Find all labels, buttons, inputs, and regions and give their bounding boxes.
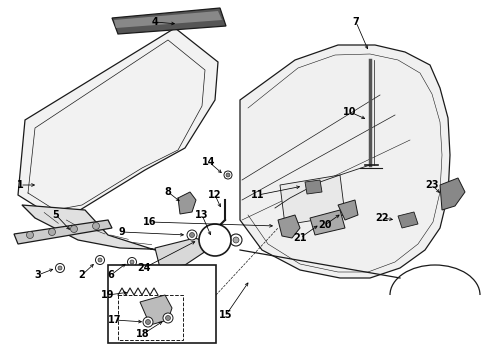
Circle shape <box>26 231 34 239</box>
Circle shape <box>212 230 227 246</box>
Polygon shape <box>22 205 175 250</box>
Text: 20: 20 <box>318 220 331 230</box>
Polygon shape <box>155 238 215 268</box>
Circle shape <box>232 237 239 243</box>
Text: 8: 8 <box>164 187 171 197</box>
Polygon shape <box>112 8 225 34</box>
Polygon shape <box>114 11 222 28</box>
Text: 1: 1 <box>17 180 23 190</box>
Circle shape <box>130 260 134 264</box>
Polygon shape <box>278 215 299 238</box>
Text: 23: 23 <box>425 180 438 190</box>
Text: 17: 17 <box>108 315 122 325</box>
Polygon shape <box>178 192 196 214</box>
Circle shape <box>165 315 170 320</box>
Polygon shape <box>337 200 357 220</box>
Polygon shape <box>305 180 321 194</box>
Text: 21: 21 <box>293 233 306 243</box>
Polygon shape <box>280 175 345 225</box>
Circle shape <box>163 313 173 323</box>
Text: 2: 2 <box>79 270 85 280</box>
Polygon shape <box>309 210 345 235</box>
Text: 9: 9 <box>119 227 125 237</box>
Text: 12: 12 <box>208 190 221 200</box>
Text: 16: 16 <box>143 217 157 227</box>
Text: 18: 18 <box>136 329 149 339</box>
Text: 22: 22 <box>374 213 388 223</box>
Circle shape <box>58 266 62 270</box>
Bar <box>118 295 183 340</box>
Circle shape <box>92 222 99 230</box>
Text: 3: 3 <box>35 270 41 280</box>
Text: 13: 13 <box>195 210 208 220</box>
Text: 7: 7 <box>352 17 359 27</box>
Circle shape <box>95 256 104 265</box>
Bar <box>108 265 216 343</box>
Text: 10: 10 <box>343 107 356 117</box>
Circle shape <box>186 230 197 240</box>
Polygon shape <box>140 295 172 325</box>
Polygon shape <box>240 45 449 278</box>
Circle shape <box>199 224 230 256</box>
Text: 4: 4 <box>151 17 158 27</box>
Polygon shape <box>397 212 417 228</box>
Circle shape <box>216 234 224 242</box>
Text: 15: 15 <box>219 310 232 320</box>
Circle shape <box>145 320 150 324</box>
Circle shape <box>189 233 194 238</box>
Circle shape <box>55 264 64 273</box>
Text: 24: 24 <box>137 263 150 273</box>
Text: 5: 5 <box>53 210 59 220</box>
Text: 19: 19 <box>101 290 115 300</box>
Circle shape <box>127 257 136 266</box>
Bar <box>362 52 380 64</box>
Circle shape <box>142 317 153 327</box>
Circle shape <box>224 171 231 179</box>
Circle shape <box>70 225 77 233</box>
Text: 14: 14 <box>202 157 215 167</box>
Circle shape <box>225 173 229 177</box>
Circle shape <box>48 229 55 235</box>
Text: 6: 6 <box>107 270 114 280</box>
Circle shape <box>98 258 102 262</box>
Polygon shape <box>439 178 464 210</box>
Circle shape <box>229 234 242 246</box>
Text: 11: 11 <box>251 190 264 200</box>
Polygon shape <box>18 28 218 215</box>
Polygon shape <box>14 220 112 244</box>
